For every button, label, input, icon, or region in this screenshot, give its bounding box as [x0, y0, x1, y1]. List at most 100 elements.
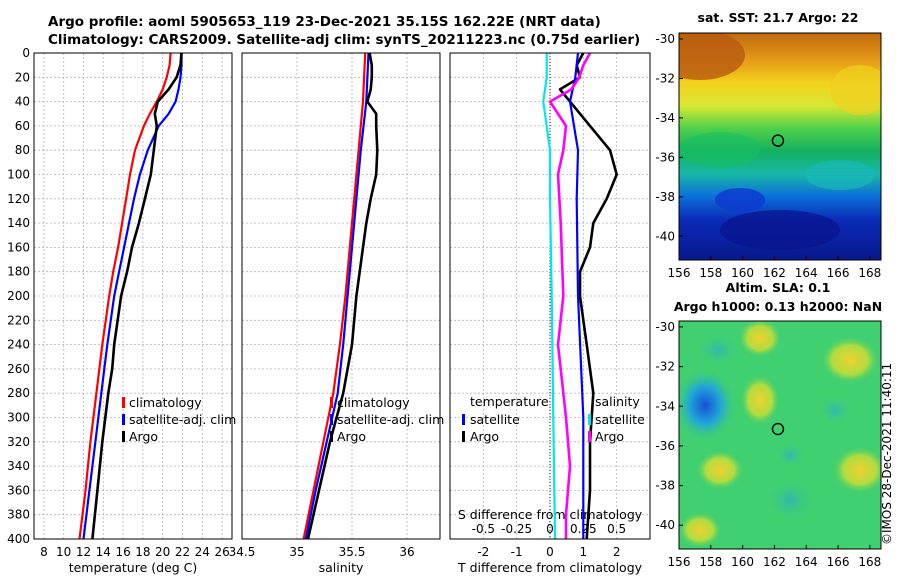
temperature-x-tick-label: 26: [214, 545, 229, 559]
temperature-x-tick-label: 10: [56, 545, 71, 559]
salinity-x-tick-label: 35.5: [339, 545, 366, 559]
legend-label: Argo: [595, 429, 624, 444]
map-lat-tick-label: -30: [655, 320, 675, 334]
argo-position-marker: [771, 422, 785, 436]
differences-x-tick-label: -1: [511, 545, 523, 559]
series-temperature-argo: [558, 52, 619, 540]
differences-x-tick-label: -2: [477, 545, 489, 559]
differences-axes-frame: [449, 52, 651, 540]
depth-tick-label: 260: [7, 362, 30, 376]
depth-tick-label: 0: [22, 46, 30, 60]
sla_map-panel: 156 158 160 162 164 166 168 -30 -32 -34 -36 -38 -40 A…: [655, 280, 882, 569]
map-lon-tick-label: 156: [668, 266, 691, 280]
series-climatology: [78, 52, 172, 540]
legend-swatch: [588, 414, 591, 425]
series-salinity-satellite: [568, 52, 585, 539]
sst-map-title: sat. SST: 21.7 Argo: 22: [698, 10, 859, 25]
depth-tick-label: 280: [7, 386, 30, 400]
sst-heatmap: [679, 33, 881, 260]
salinity-x-tick-label: 35: [289, 545, 304, 559]
legend-label: Argo: [470, 429, 499, 444]
figure-title-line-2: Climatology: CARS2009. Satellite-adj cli…: [48, 32, 641, 48]
legend-label: satellite: [595, 412, 645, 427]
depth-tick-label: 100: [7, 168, 30, 182]
map-lat-tick-label: -34: [655, 111, 675, 125]
legend-label: satellite-adj. clim: [129, 412, 236, 427]
depth-tick-label: 360: [7, 483, 30, 497]
legend-swatch: [462, 414, 465, 425]
argo-position-marker: [771, 134, 785, 147]
map-lat-tick-label: -32: [655, 71, 675, 85]
temperature-panel: 0 20 40 60 80 100 120 140 160 180 200 220 240 260 280 3…: [7, 46, 236, 575]
map-lon-tick-label: 160: [731, 266, 754, 280]
map-lon-tick-label: 166: [827, 266, 850, 280]
map-lat-tick-label: -40: [655, 229, 675, 243]
temperature-x-tick-label: 24: [195, 545, 210, 559]
legend-title-salinity: salinity: [595, 394, 640, 409]
series-temperature-satellite: [542, 53, 557, 540]
depth-tick-label: 20: [15, 70, 30, 84]
legend-label: satellite-adj. clim: [337, 412, 444, 427]
legend-swatch: [462, 431, 465, 442]
legend-label: climatology: [337, 395, 410, 410]
temperature-axes-frame: [33, 52, 233, 540]
differences-x-tick-label: 2: [613, 545, 621, 559]
depth-tick-label: 300: [7, 411, 30, 425]
legend-swatch: [588, 431, 591, 442]
depth-tick-label: 320: [7, 435, 30, 449]
legend-label: climatology: [129, 395, 202, 410]
temperature-x-tick-label: 18: [135, 545, 150, 559]
map-lat-tick-label: -32: [655, 360, 675, 374]
temperature-x-tick-label: 8: [40, 545, 48, 559]
sal-diff-tick-label: -0.5: [472, 522, 495, 536]
differences-x-axis-label: T difference from climatology: [457, 560, 643, 575]
temperature-x-axis-label: temperature (deg C): [69, 560, 198, 575]
legend-swatch: [122, 431, 125, 442]
temperature-x-tick-label: 14: [96, 545, 111, 559]
map-lon-tick-label: 164: [795, 555, 818, 569]
depth-tick-label: 120: [7, 192, 30, 206]
legend-swatch: [122, 414, 125, 425]
map-lat-tick-label: -38: [655, 479, 675, 493]
legend-title-temperature: temperature: [470, 394, 549, 409]
sla-heatmap: [679, 321, 881, 549]
sla_map-frame: [678, 320, 882, 550]
depth-tick-label: 60: [15, 119, 30, 133]
map-lat-tick-label: -36: [655, 150, 675, 164]
sal-diff-tick-label: 0.5: [607, 522, 626, 536]
map-lon-tick-label: 158: [699, 555, 722, 569]
sla-map-title-line-1: Altim. SLA: 0.1: [726, 280, 831, 295]
map-lon-tick-label: 168: [858, 266, 881, 280]
series-salinity-argo: [548, 52, 592, 539]
temperature-x-tick-label: 22: [175, 545, 190, 559]
map-lon-tick-label: 162: [763, 555, 786, 569]
legend-label: Argo: [129, 429, 158, 444]
differences-x-tick-label: 0: [546, 545, 554, 559]
legend-label: Argo: [337, 429, 366, 444]
map-lon-tick-label: 160: [731, 555, 754, 569]
map-lon-tick-label: 158: [699, 266, 722, 280]
legend-swatch: [330, 414, 333, 425]
depth-tick-label: 340: [7, 459, 30, 473]
figure-title-line-1: Argo profile: aoml 5905653_119 23-Dec-20…: [48, 14, 601, 30]
depth-tick-label: 240: [7, 338, 30, 352]
temperature-x-tick-label: 20: [155, 545, 170, 559]
legend-swatch: [330, 397, 333, 408]
depth-tick-label: 180: [7, 265, 30, 279]
series-satellite-adj-clim: [304, 52, 370, 540]
legend-label: satellite: [470, 412, 520, 427]
series-satellite-adj-clim: [82, 53, 183, 540]
depth-tick-label: 160: [7, 240, 30, 254]
differences-x-tick-label: 1: [580, 545, 588, 559]
salinity-x-tick-label: 34.5: [229, 545, 256, 559]
depth-tick-label: 80: [15, 143, 30, 157]
depth-tick-label: 400: [7, 532, 30, 546]
depth-tick-label: 40: [15, 95, 30, 109]
map-lat-tick-label: -30: [655, 32, 675, 46]
sla-map-title-line-2: Argo h1000: 0.13 h2000: NaN: [674, 299, 882, 314]
map-lon-tick-label: 156: [668, 555, 691, 569]
salinity-axes-frame: [241, 52, 441, 540]
map-lat-tick-label: -40: [655, 518, 675, 532]
map-lon-tick-label: 162: [763, 266, 786, 280]
depth-tick-label: 220: [7, 313, 30, 327]
